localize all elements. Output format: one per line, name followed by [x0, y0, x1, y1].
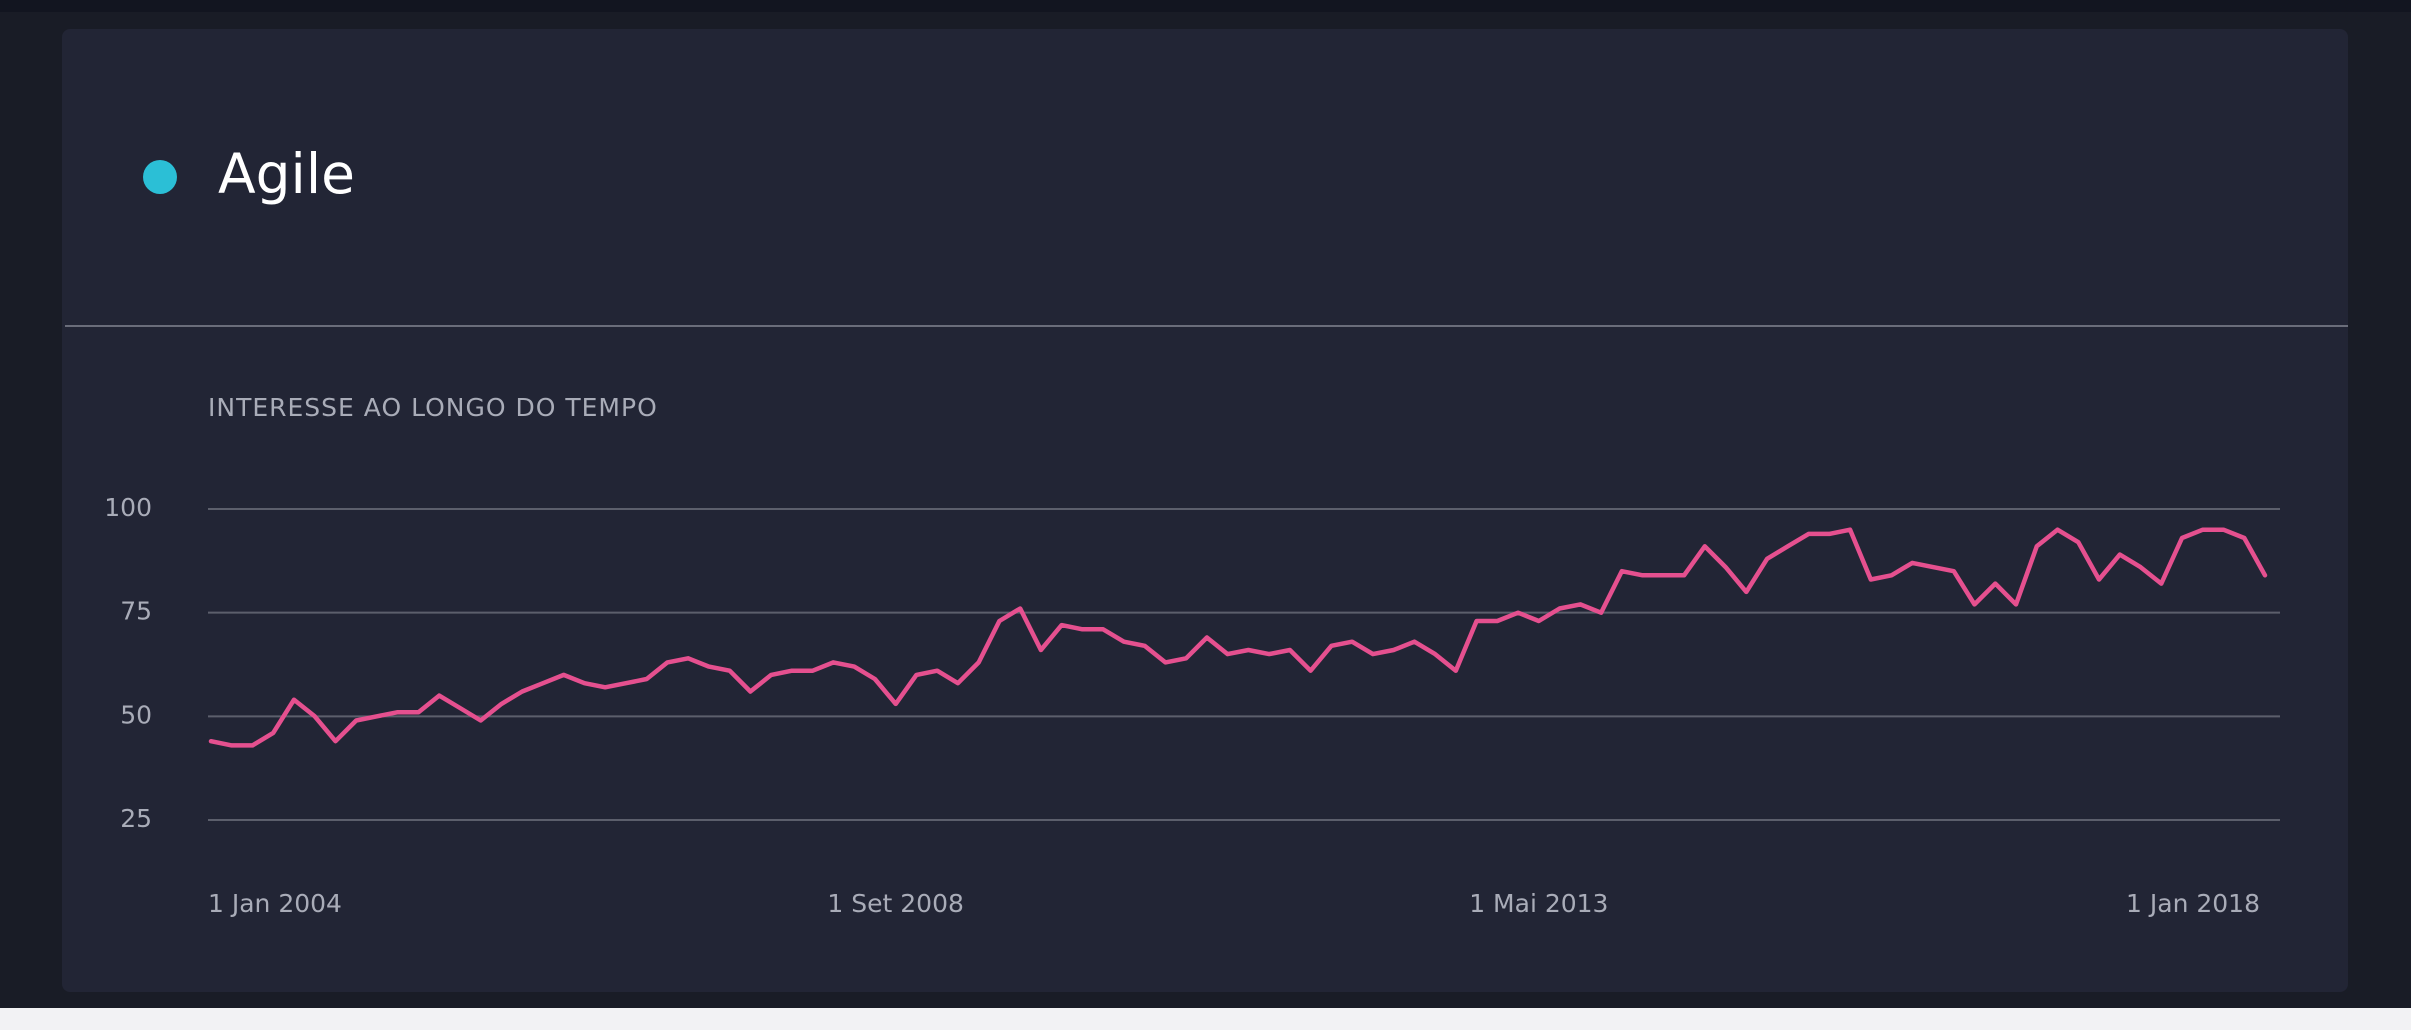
- legend-label: Agile: [218, 142, 355, 206]
- bottom-strip: [0, 1008, 2411, 1030]
- x-tick-label: 1 Set 2008: [827, 889, 963, 918]
- chart-title: INTERESSE AO LONGO DO TEMPO: [208, 393, 658, 422]
- y-tick-label: 25: [120, 804, 152, 833]
- data-line: [208, 527, 2268, 748]
- card: [62, 29, 2348, 992]
- x-tick-label: 1 Mai 2013: [1469, 889, 1608, 918]
- x-tick-label: 1 Jan 2004: [208, 889, 342, 918]
- y-tick-label: 50: [120, 700, 152, 729]
- legend-marker: [143, 160, 177, 194]
- x-tick-label: 1 Jan 2018: [2126, 889, 2260, 918]
- top-strip: [0, 0, 2411, 12]
- y-tick-label: 100: [104, 493, 152, 522]
- y-tick-label: 75: [120, 597, 152, 626]
